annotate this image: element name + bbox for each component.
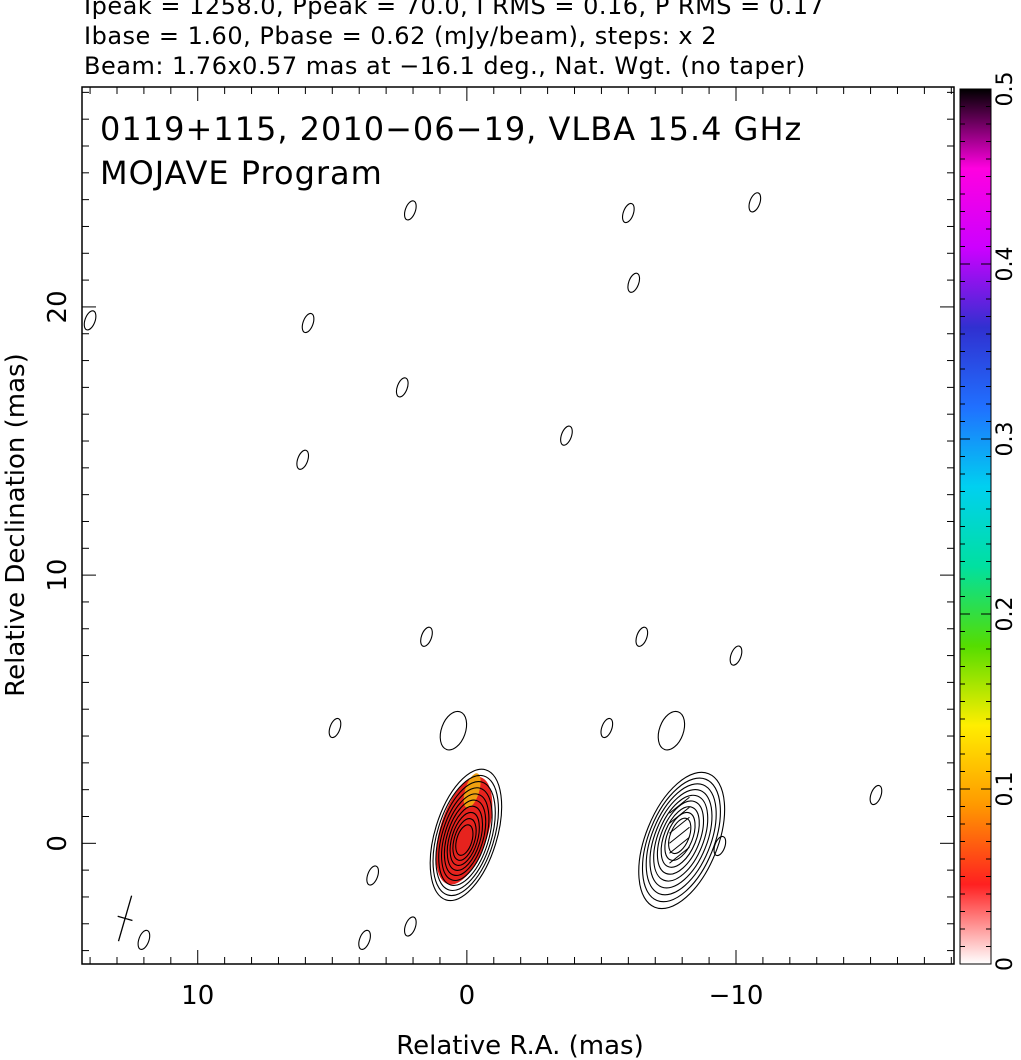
y-tick-label: 0 — [43, 835, 73, 852]
x-tick-label: −10 — [709, 981, 764, 1011]
noise-contour — [690, 62, 706, 84]
core-contour — [432, 774, 499, 897]
y-axis-label: Relative Declination (mas) — [1, 353, 31, 696]
map-title: 0119+115, 2010−06−19, VLBA 15.4 GHz — [100, 110, 802, 148]
polarization-vector — [669, 826, 690, 844]
polarization-vector — [669, 846, 690, 864]
core-contour — [446, 805, 484, 871]
core-contour — [441, 793, 490, 882]
noise-contour — [296, 449, 310, 470]
polarization-vector — [669, 836, 690, 854]
y-tick-label: 20 — [43, 290, 73, 323]
header-line-3: Beam: 1.76x0.57 mas at −16.1 deg., Nat. … — [84, 52, 806, 80]
core-polarization-fill — [435, 776, 493, 885]
colorbar-tick-label: 0.5 — [993, 72, 1018, 107]
noise-contour — [358, 929, 371, 950]
beam-minor-axis — [117, 915, 133, 922]
noise-contour — [83, 310, 97, 331]
noise-contour — [301, 312, 315, 334]
x-tick-label: 10 — [181, 981, 214, 1011]
image-contour — [660, 806, 700, 868]
image-contour — [653, 794, 709, 882]
header-line-2: Ibase = 1.60, Pbase = 0.62 (mJy/beam), s… — [84, 22, 718, 50]
core-contour — [443, 799, 487, 876]
noise-contour — [635, 626, 649, 647]
noise-contour — [439, 710, 468, 751]
polarization-vector — [669, 806, 690, 824]
x-tick-label: 0 — [459, 981, 476, 1011]
header-line-1: Ipeak = 1258.0, Ppeak = 70.0, I RMS = 0.… — [84, 0, 825, 20]
noise-contour — [748, 192, 762, 213]
noise-contour — [395, 377, 409, 398]
colorbar-tick-label: 0.4 — [993, 247, 1018, 282]
core-contour — [429, 768, 503, 902]
x-axis-label: Relative R.A. (mas) — [396, 1031, 643, 1060]
polarization-vector — [669, 816, 690, 834]
noise-contour — [729, 645, 743, 666]
noise-contour — [627, 272, 641, 293]
polarization-vector — [669, 796, 690, 814]
noise-contour — [657, 710, 686, 751]
colorbar-tick-label: 0 — [993, 957, 1018, 971]
image-contour — [664, 811, 696, 861]
y-tick-label: 10 — [43, 559, 73, 592]
core-contour — [452, 818, 477, 861]
noise-contour — [403, 200, 417, 221]
map-subtitle: MOJAVE Program — [100, 154, 383, 192]
colorbar-tick-label: 0.3 — [993, 422, 1018, 457]
noise-contour — [560, 425, 573, 446]
colorbar-tick-label: 0.2 — [993, 597, 1018, 632]
image-contour — [649, 788, 713, 889]
core-contour — [438, 787, 493, 887]
noise-contour — [137, 929, 151, 950]
noise-contour — [366, 865, 380, 886]
image-contour — [668, 817, 692, 855]
noise-contour — [869, 784, 883, 806]
noise-contour — [621, 202, 635, 224]
image-contour — [645, 783, 717, 896]
image-contour — [641, 777, 721, 903]
colorbar — [959, 88, 992, 965]
noise-contour — [600, 717, 614, 739]
colorbar-tick-label: 0.1 — [993, 772, 1018, 807]
core-contour — [455, 824, 474, 856]
noise-contour — [328, 717, 342, 739]
noise-contour — [403, 916, 417, 937]
plot-frame — [81, 86, 955, 965]
noise-contour — [713, 835, 727, 857]
core-contour — [449, 811, 480, 866]
core-contour — [435, 781, 496, 892]
noise-contour — [420, 626, 433, 647]
image-contour — [656, 800, 705, 875]
